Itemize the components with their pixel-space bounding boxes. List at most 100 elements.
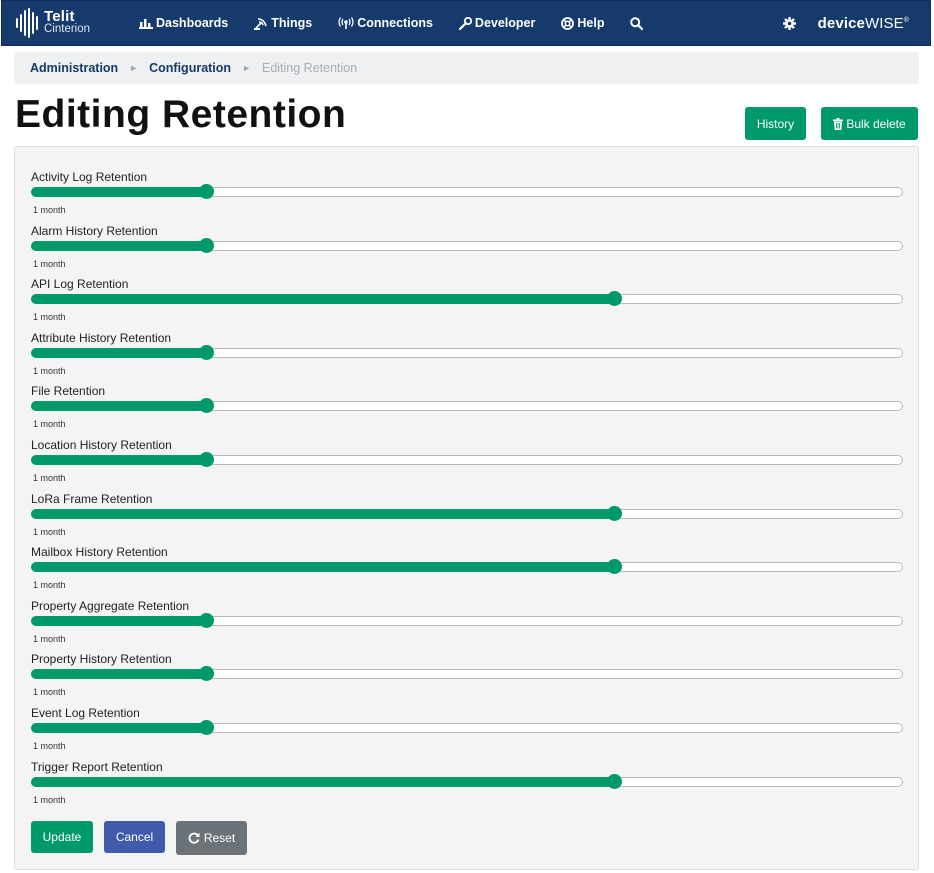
- slider-value-label: 1 month: [33, 473, 66, 483]
- breadcrumb-separator-icon: ►: [129, 63, 139, 73]
- retention-slider[interactable]: [31, 612, 903, 628]
- breadcrumb-administration[interactable]: Administration: [30, 61, 119, 75]
- history-button[interactable]: History: [745, 107, 806, 140]
- nav-things[interactable]: Things: [241, 0, 325, 46]
- slider-value-label: 1 month: [33, 419, 66, 430]
- retention-slider[interactable]: [31, 452, 903, 467]
- slider-label: Attribute History Retention: [31, 330, 172, 345]
- slider-value-label: 1 month: [33, 205, 66, 215]
- update-button[interactable]: Update: [31, 821, 93, 853]
- retention-slider[interactable]: [31, 720, 903, 735]
- retention-slider[interactable]: [31, 344, 903, 360]
- slider-handle[interactable]: [607, 505, 622, 521]
- slider-label: Alarm History Retention: [31, 223, 158, 238]
- retention-slider[interactable]: [31, 505, 903, 521]
- search-icon: [630, 16, 644, 30]
- nav-connections-label: Connections: [357, 16, 433, 30]
- slider-label: API Log Retention: [31, 277, 129, 292]
- slider-value-label: 1 month: [33, 526, 66, 537]
- search-button[interactable]: [617, 0, 659, 46]
- logo-line1: Telit: [44, 8, 75, 25]
- retention-slider[interactable]: [31, 773, 903, 789]
- slider-fill: [31, 455, 205, 465]
- slider-label: Location History Retention: [31, 438, 172, 452]
- bulk-delete-button[interactable]: Bulk delete: [821, 107, 918, 140]
- breadcrumb: Administration ► Configuration ► Editing…: [14, 52, 919, 84]
- nav-developer[interactable]: Developer: [446, 0, 548, 46]
- slider-fill: [31, 776, 613, 787]
- telit-logo[interactable]: Telit Cinterion: [16, 0, 116, 46]
- retention-slider-row: Attribute History Retention 1 month: [31, 331, 903, 381]
- slider-handle[interactable]: [199, 398, 214, 414]
- slider-handle[interactable]: [199, 666, 214, 682]
- retention-slider[interactable]: [31, 666, 903, 682]
- slider-handle[interactable]: [607, 773, 622, 789]
- settings-button[interactable]: [780, 16, 800, 30]
- retention-slider[interactable]: [31, 237, 903, 253]
- nav-dashboards[interactable]: Dashboards: [126, 0, 241, 46]
- slider-fill: [31, 508, 613, 519]
- retention-slider-row: Mailbox History Retention 1 month: [31, 545, 903, 595]
- slider-handle[interactable]: [607, 559, 622, 575]
- bulk-delete-label: Bulk delete: [846, 116, 906, 131]
- nav-dashboards-label: Dashboards: [156, 16, 229, 30]
- slider-handle[interactable]: [199, 237, 214, 253]
- logo-line2: Cinterion: [44, 23, 91, 35]
- retention-slider[interactable]: [31, 559, 903, 575]
- slider-fill: [31, 669, 205, 680]
- top-navbar: Telit Cinterion Dashboards Things Connec…: [1, 0, 931, 46]
- slider-fill: [31, 562, 613, 573]
- trash-icon: [833, 117, 844, 130]
- slider-label: Property History Retention: [31, 652, 172, 667]
- retention-slider[interactable]: [31, 291, 903, 307]
- reset-button[interactable]: Reset: [176, 821, 247, 855]
- slider-label: Property Aggregate Retention: [31, 598, 190, 613]
- slider-handle[interactable]: [199, 720, 214, 735]
- retention-slider-row: File Retention 1 month: [31, 384, 903, 434]
- slider-label: Mailbox History Retention: [31, 545, 168, 560]
- slider-fill: [31, 187, 205, 197]
- nav-help[interactable]: Help: [548, 0, 617, 46]
- slider-fill: [31, 615, 205, 626]
- slider-fill: [31, 240, 205, 251]
- refresh-icon: [188, 832, 200, 844]
- devicewise-brand: deviceWISE®: [817, 14, 909, 32]
- breadcrumb-current: Editing Retention: [261, 61, 358, 75]
- nav-connections[interactable]: Connections: [325, 0, 446, 46]
- bar-chart-icon: [139, 19, 153, 29]
- wrench-icon: [458, 16, 472, 30]
- retention-slider-row: LoRa Frame Retention 1 month: [31, 492, 903, 542]
- retention-slider-row: Activity Log Retention 1 month: [31, 170, 903, 220]
- life-ring-icon: [561, 16, 575, 30]
- retention-slider-row: Trigger Report Retention 1 month: [31, 760, 903, 810]
- retention-slider-row: API Log Retention 1 month: [31, 277, 903, 327]
- signal-icon: [338, 17, 354, 29]
- gear-icon: [783, 16, 797, 30]
- slider-fill: [31, 294, 613, 305]
- slider-fill: [31, 347, 205, 358]
- slider-label: Activity Log Retention: [31, 170, 148, 184]
- retention-form-panel: Activity Log Retention 1 month Alarm Histo…: [14, 146, 919, 870]
- retention-slider-row: Location History Retention 1 month: [31, 438, 903, 488]
- retention-slider[interactable]: [31, 398, 903, 414]
- slider-value-label: 1 month: [33, 687, 66, 698]
- cancel-button[interactable]: Cancel: [104, 821, 165, 853]
- slider-handle[interactable]: [199, 184, 214, 199]
- slider-label: File Retention: [31, 384, 106, 399]
- slider-value-label: 1 month: [33, 365, 66, 376]
- slider-handle[interactable]: [199, 612, 214, 628]
- breadcrumb-configuration[interactable]: Configuration: [149, 61, 232, 75]
- retention-slider[interactable]: [31, 184, 903, 199]
- slider-value-label: 1 month: [33, 794, 66, 805]
- slider-value-label: 1 month: [33, 258, 66, 269]
- nav-developer-label: Developer: [474, 16, 536, 30]
- slider-value-label: 1 month: [33, 741, 66, 751]
- slider-label: Event Log Retention: [31, 706, 140, 720]
- page-title: Editing Retention: [15, 93, 347, 136]
- slider-handle[interactable]: [199, 452, 214, 467]
- logo-bars-icon: [16, 8, 38, 38]
- slider-handle[interactable]: [607, 291, 622, 307]
- retention-slider-row: Alarm History Retention 1 month: [31, 224, 903, 274]
- breadcrumb-separator-icon: ►: [242, 63, 251, 73]
- slider-handle[interactable]: [199, 344, 214, 360]
